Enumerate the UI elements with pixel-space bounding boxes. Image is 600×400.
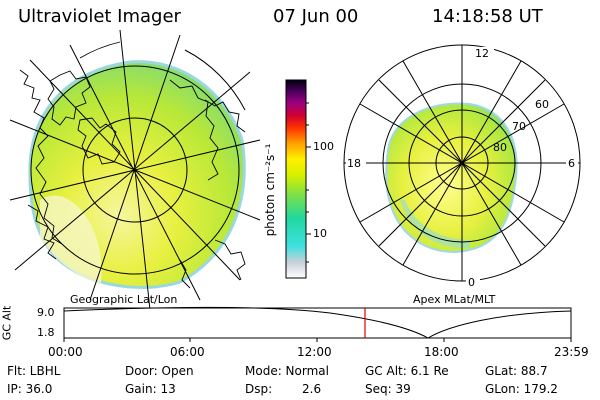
info-dsp-label: Dsp: <box>245 382 273 396</box>
timeline-xtick-0000: 00:00 <box>48 345 83 359</box>
timeline-xtick-1800: 18:00 <box>424 345 459 359</box>
magnetic-polar-plot <box>343 44 581 288</box>
timeline-xtick-0600: 06:00 <box>170 345 205 359</box>
timeline-axis-label: GC Alt <box>0 305 14 341</box>
info-dsp-value: 2.6 <box>302 382 322 396</box>
info-filter: Flt: LBHL <box>7 364 61 378</box>
timeline-xtick-1200: 12:00 <box>297 345 332 359</box>
info-ip: IP: 36.0 <box>7 382 53 396</box>
colorbar-tick-100: 100 <box>313 140 334 153</box>
intensity-colorbar <box>285 79 311 279</box>
time-readout: 14:18:58 UT <box>432 6 543 27</box>
mlt-label-18: 18 <box>347 157 361 170</box>
timeline-ytick-low: 1.8 <box>37 326 55 339</box>
info-gc-alt: GC Alt: 6.1 Re <box>365 364 449 378</box>
info-seq: Seq: 39 <box>365 382 411 396</box>
apex-caption: Apex MLat/MLT <box>413 293 496 306</box>
info-gain: Gain: 13 <box>125 382 176 396</box>
info-mode: Mode: Normal <box>245 364 329 378</box>
geographic-caption: Geographic Lat/Lon <box>70 293 178 306</box>
info-glon: GLon: 179.2 <box>485 382 558 396</box>
mlt-label-12: 12 <box>475 47 489 60</box>
timeline-ytick-high: 9.0 <box>37 306 55 319</box>
mlat-label-80: 80 <box>493 141 507 154</box>
mlt-label-0: 0 <box>468 276 475 289</box>
timeline-xtick-2359: 23:59 <box>554 345 589 359</box>
info-door: Door: Open <box>125 364 194 378</box>
app-title: Ultraviolet Imager <box>18 6 181 27</box>
date-readout: 07 Jun 00 <box>273 6 359 27</box>
geographic-map <box>9 29 261 311</box>
colorbar-unit-label: photon cm⁻²s⁻¹ <box>263 143 277 237</box>
altitude-timeline <box>63 306 572 342</box>
mlat-label-60: 60 <box>535 98 549 111</box>
colorbar-tick-10: 10 <box>313 227 327 240</box>
info-glat: GLat: 88.7 <box>485 364 548 378</box>
mlt-label-6: 6 <box>568 157 575 170</box>
mlat-label-70: 70 <box>512 120 526 133</box>
